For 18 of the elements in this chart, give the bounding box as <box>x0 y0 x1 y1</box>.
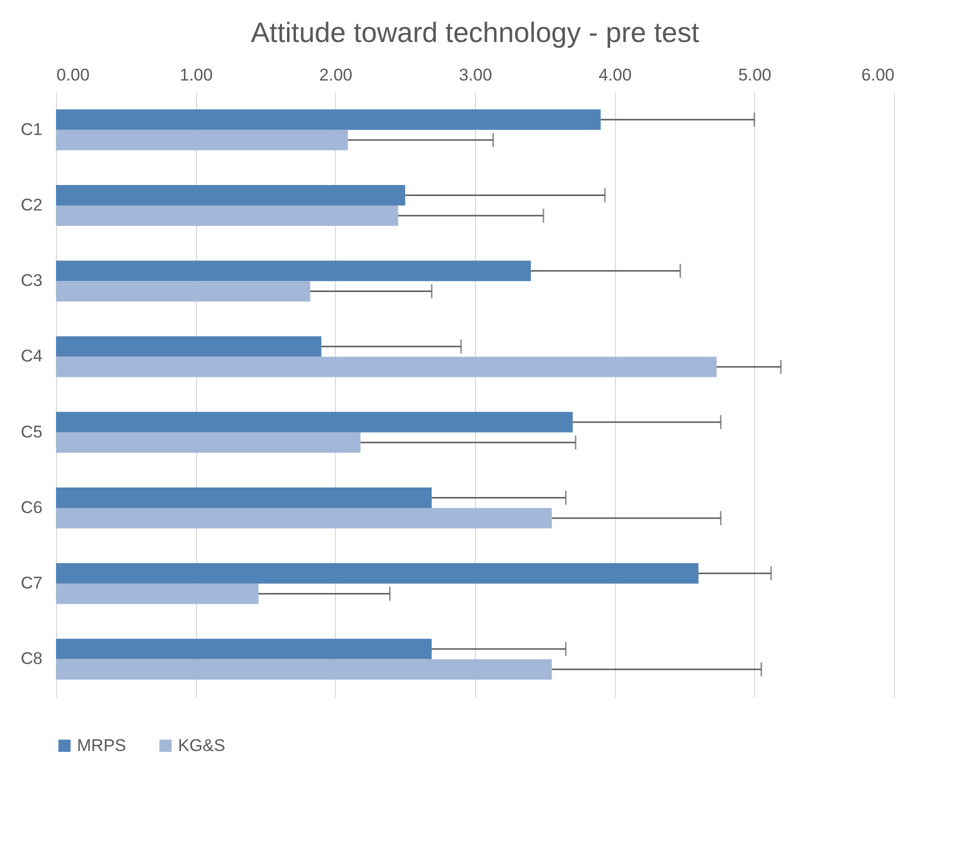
y-tick-label: C8 <box>20 649 42 668</box>
y-tick-label: C5 <box>20 422 42 442</box>
y-tick-label: C1 <box>20 120 42 139</box>
y-tick-label: C3 <box>20 271 42 290</box>
legend-label: KG&S <box>178 736 226 755</box>
x-tick-label: 1.00 <box>180 66 213 84</box>
x-tick-label: 5.00 <box>738 66 772 84</box>
x-tick-label: 2.00 <box>319 66 352 84</box>
y-tick-label: C2 <box>20 195 42 214</box>
chart-title: Attitude toward technology - pre test <box>250 17 700 48</box>
x-tick-label: 0.00 <box>56 66 90 84</box>
x-tick-label: 4.00 <box>598 66 632 84</box>
y-tick-label: C7 <box>20 574 42 593</box>
x-tick-label: 6.00 <box>861 66 894 84</box>
y-tick-label: C6 <box>20 498 42 517</box>
y-tick-label: C4 <box>20 346 42 366</box>
x-tick-label: 3.00 <box>458 66 492 84</box>
legend-label: MRPS <box>77 736 126 755</box>
